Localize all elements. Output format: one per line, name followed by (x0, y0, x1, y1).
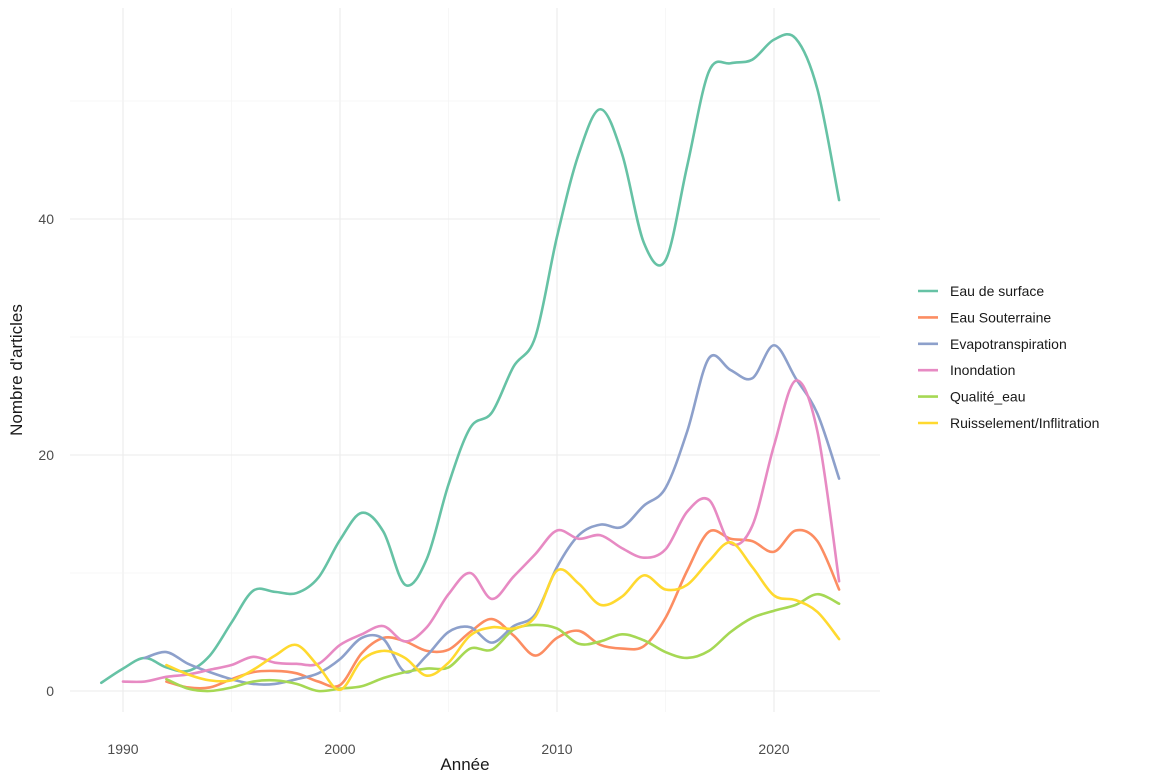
y-axis-title: Nombre d'articles (7, 304, 26, 436)
legend-item: Eau Souterraine (918, 309, 1051, 325)
grid (70, 8, 880, 712)
legend-label: Qualité_eau (950, 389, 1026, 405)
legend-label: Inondation (950, 362, 1015, 378)
legend: Eau de surface Eau Souterraine Evapotransp… (918, 283, 1099, 431)
x-tick-label: 1990 (107, 741, 138, 757)
series-line-5 (165, 541, 841, 692)
legend-label: Ruisselement/Inflitration (950, 415, 1099, 431)
legend-label: Eau de surface (950, 283, 1044, 299)
series-line-2 (143, 343, 841, 686)
tick-labels: 1990 2000 2010 2020 0 20 40 (38, 211, 789, 757)
y-tick-label: 20 (38, 447, 54, 463)
series-line-4 (165, 592, 841, 693)
x-tick-label: 2010 (541, 741, 572, 757)
x-tick-label: 2020 (758, 741, 789, 757)
legend-item: Evapotranspiration (918, 336, 1067, 352)
series-line-0 (100, 32, 841, 685)
legend-label: Evapotranspiration (950, 336, 1067, 352)
legend-item: Eau de surface (918, 283, 1044, 299)
x-axis-title: Année (440, 755, 489, 774)
y-tick-label: 0 (46, 683, 54, 699)
series-lines (100, 32, 841, 693)
x-tick-label: 2000 (324, 741, 355, 757)
legend-item: Ruisselement/Inflitration (918, 415, 1099, 431)
y-tick-label: 40 (38, 211, 54, 227)
legend-item: Inondation (918, 362, 1015, 378)
legend-item: Qualité_eau (918, 389, 1026, 405)
legend-label: Eau Souterraine (950, 309, 1051, 325)
series-line-1 (165, 528, 841, 690)
